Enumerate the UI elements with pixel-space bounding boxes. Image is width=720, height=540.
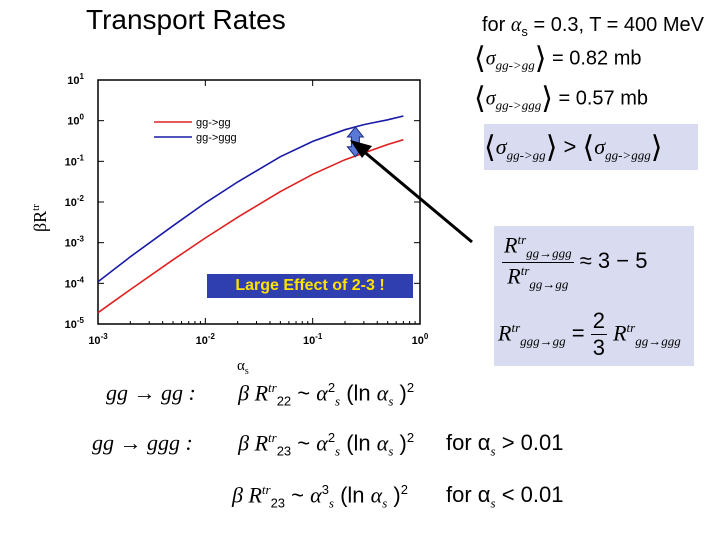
y-tick-label: 101 [67,72,84,87]
condition-lt: for αs < 0.01 [446,482,564,511]
large-effect-callout: Large Effect of 2-3 ! [207,274,413,298]
condition-gt: for αs > 0.01 [446,430,564,459]
page-title: Transport Rates [86,4,286,35]
ratio-equation: Rtrgg→ggg Rtrgg→gg ≈ 3 − 5 [502,232,648,292]
pointer-arrow [350,140,473,244]
transport-rate-chart: 10-3 10-2 10-1 100 10-5 10-4 10-3 10-2 10-1 100 10… [30,72,429,377]
equation-small-alpha: β Rtr23 ~ α3s (ln αs )2 [232,482,408,511]
equation-gg-gg: gg → gg : β Rtr22 ~ α2s (ln αs )2 [106,380,415,409]
series-line-gg->ggg [97,115,404,283]
y-tick-label: 10-3 [65,235,85,250]
params-line: for αs = 0.3, T = 400 MeV [482,14,704,39]
equation-gg-ggg: gg → ggg : β Rtr23 ~ α2s (ln αs )2 [92,430,415,459]
y-tick-label: 10-1 [65,153,85,168]
x-tick-label: 10-1 [303,332,323,347]
legend-label: gg->gg [196,117,231,129]
y-tick-label: 100 [67,113,84,128]
y-tick-label: 10-4 [65,275,85,290]
x-tick-label: 100 [412,332,429,347]
x-axis-label: αs [237,358,249,377]
sigma-gg-gg: ⟨σgg->gg⟩ = 0.82 mb [474,41,642,76]
legend-label: gg->ggg [196,132,237,144]
y-axis-label: βRtr [30,204,50,232]
y-tick-label: 10-2 [65,194,85,209]
sigma-gg-ggg: ⟨σgg->ggg⟩ = 0.57 mb [474,81,648,116]
ratio-box: Rtrgg→ggg Rtrgg→gg ≈ 3 − 5 Rtrggg→gg = 2… [494,226,694,366]
y-tick-label: 10-5 [65,316,85,331]
x-tick-label: 10-2 [196,332,216,347]
x-tick-label: 10-3 [88,332,108,347]
cross-section-inequality: ⟨σgg->gg⟩ > ⟨σgg->ggg⟩ [484,124,698,170]
series-line-gg->gg [97,138,404,314]
plot-area: 10-3 10-2 10-1 100 10-5 10-4 10-3 10-2 10-1 100 10… [30,72,429,377]
